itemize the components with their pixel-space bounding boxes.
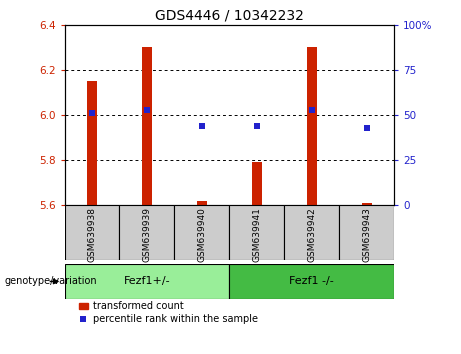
Bar (307, 47, 317, 205)
Text: GSM639941: GSM639941 (252, 207, 261, 262)
Bar (284, 205, 339, 260)
Bar (87, 81, 97, 205)
Text: genotype/variation: genotype/variation (5, 276, 97, 286)
Text: Fezf1+/-: Fezf1+/- (124, 276, 170, 286)
Text: GSM639940: GSM639940 (197, 207, 207, 262)
Bar (339, 205, 394, 260)
Text: Fezf1 -/-: Fezf1 -/- (290, 276, 334, 286)
Bar (119, 205, 174, 260)
Bar (229, 205, 284, 260)
Text: GSM639939: GSM639939 (142, 207, 152, 262)
Bar (65, 205, 119, 260)
Bar (174, 205, 229, 260)
Bar (362, 203, 372, 205)
Title: GDS4446 / 10342232: GDS4446 / 10342232 (155, 8, 304, 22)
Text: GSM639942: GSM639942 (307, 207, 316, 262)
Text: GSM639943: GSM639943 (362, 207, 371, 262)
Legend: transformed count, percentile rank within the sample: transformed count, percentile rank withi… (79, 302, 258, 324)
Bar (65, 264, 229, 299)
Bar (229, 264, 394, 299)
Bar (252, 162, 262, 205)
Bar (197, 201, 207, 205)
Bar (142, 47, 152, 205)
Text: GSM639938: GSM639938 (88, 207, 96, 262)
